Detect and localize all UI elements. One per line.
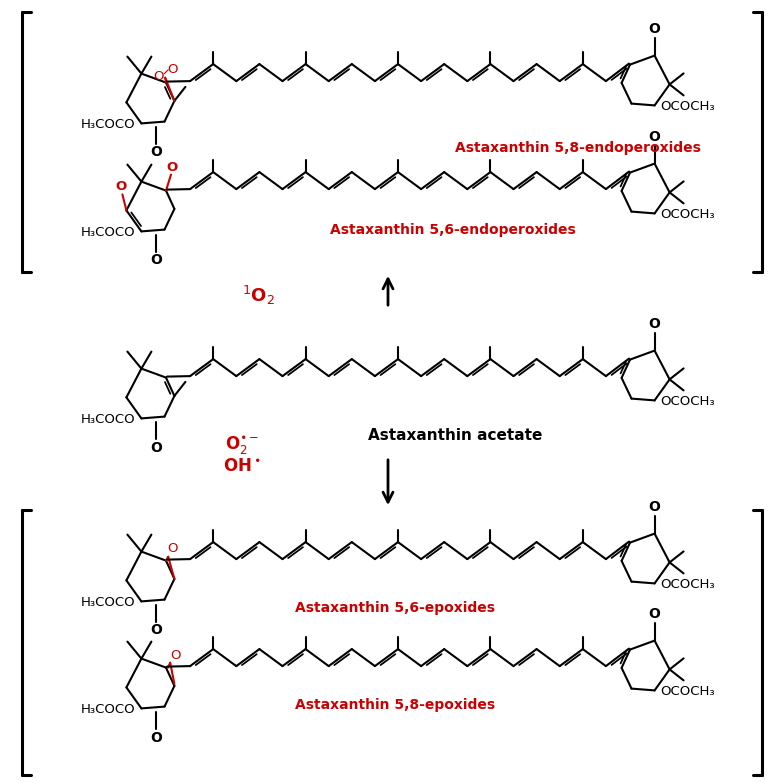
Text: OCOCH₃: OCOCH₃ <box>661 100 715 113</box>
Text: O: O <box>115 180 127 193</box>
Text: OCOCH₃: OCOCH₃ <box>661 395 715 408</box>
Text: O: O <box>150 731 162 745</box>
Text: O$_2^{\bullet -}$: O$_2^{\bullet -}$ <box>225 434 259 456</box>
Text: O: O <box>150 146 162 160</box>
Text: H₃COCO: H₃COCO <box>81 118 136 131</box>
Text: Astaxanthin 5,6-endoperoxides: Astaxanthin 5,6-endoperoxides <box>330 223 576 237</box>
Text: O: O <box>153 70 164 83</box>
Text: O: O <box>649 607 661 621</box>
Text: Astaxanthin 5,6-epoxides: Astaxanthin 5,6-epoxides <box>295 601 495 615</box>
Text: H₃COCO: H₃COCO <box>81 413 136 426</box>
Text: O: O <box>150 441 162 454</box>
Text: Astaxanthin 5,8-epoxides: Astaxanthin 5,8-epoxides <box>295 698 495 712</box>
Text: H₃COCO: H₃COCO <box>81 226 136 239</box>
Text: Astaxanthin 5,8-endoperoxides: Astaxanthin 5,8-endoperoxides <box>455 141 701 155</box>
Text: OH$^\bullet$: OH$^\bullet$ <box>223 457 261 475</box>
Text: $^1$O$_2$: $^1$O$_2$ <box>242 283 275 307</box>
Text: OCOCH₃: OCOCH₃ <box>661 685 715 698</box>
Text: O: O <box>649 500 661 514</box>
Text: O: O <box>150 623 162 637</box>
Text: O: O <box>167 543 177 555</box>
Text: O: O <box>649 22 661 35</box>
Text: O: O <box>649 316 661 330</box>
Text: H₃COCO: H₃COCO <box>81 703 136 716</box>
Text: O: O <box>167 63 177 76</box>
Text: O: O <box>170 649 180 662</box>
Text: H₃COCO: H₃COCO <box>81 596 136 609</box>
Text: O: O <box>166 161 178 174</box>
Text: OCOCH₃: OCOCH₃ <box>661 578 715 591</box>
Text: O: O <box>649 130 661 143</box>
Text: OCOCH₃: OCOCH₃ <box>661 208 715 221</box>
Text: O: O <box>150 254 162 268</box>
Text: Astaxanthin acetate: Astaxanthin acetate <box>368 428 542 442</box>
